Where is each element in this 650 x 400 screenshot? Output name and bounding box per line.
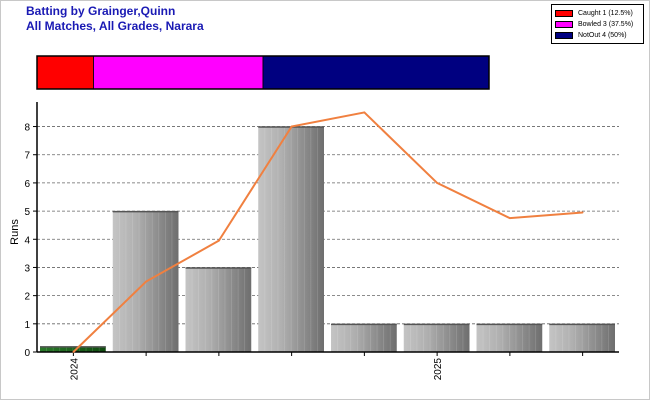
line-point-3 (290, 125, 293, 128)
y-tick-label-0: 0 (24, 348, 30, 359)
bar-7 (549, 323, 615, 352)
line-point-4 (363, 111, 366, 114)
y-tick-label-7: 7 (24, 151, 30, 162)
chart-title: Batting by Grainger,Quinn All Matches, A… (26, 4, 204, 34)
y-tick-label-2: 2 (24, 292, 30, 303)
line-point-0 (72, 351, 75, 353)
line-point-5 (436, 182, 439, 184)
bar-3 (258, 126, 324, 352)
line-point-7 (581, 211, 584, 214)
legend-label-caught: Caught 1 (12.5%) (578, 9, 633, 17)
line-series (72, 111, 584, 353)
legend-swatch-caught (555, 9, 573, 17)
legend-item-bowled: Bowled 3 (37.5%) (555, 19, 640, 29)
x-tick-label-2024: 2024 (69, 358, 80, 381)
title-line-2: All Matches, All Grades, Narara (26, 19, 204, 33)
proportion-segment-bowled (93, 55, 264, 90)
y-axis-label: Runs (9, 219, 21, 245)
legend: Caught 1 (12.5%) Bowled 3 (37.5%) NotOut… (551, 4, 644, 44)
bar-0 (40, 346, 106, 352)
y-tick-label-4: 4 (24, 235, 30, 246)
line-point-2 (217, 239, 220, 242)
y-tick-label-1: 1 (24, 320, 30, 331)
legend-item-notout: NotOut 4 (50%) (555, 30, 640, 40)
y-tick-label-8: 8 (24, 123, 30, 134)
y-tick-label-5: 5 (24, 207, 30, 218)
bar-series (40, 126, 615, 352)
title-line-1: Batting by Grainger,Quinn (26, 4, 176, 18)
bar-5 (403, 323, 470, 352)
y-tick-label-6: 6 (24, 179, 30, 190)
proportion-segment-caught (36, 55, 94, 90)
x-tick-label-2025: 2025 (433, 358, 444, 381)
legend-label-notout: NotOut 4 (50%) (578, 31, 627, 39)
legend-swatch-notout (555, 31, 573, 39)
proportion-bar-border (36, 55, 490, 90)
line-point-6 (508, 217, 511, 220)
proportion-segment-notout (262, 55, 490, 90)
y-tick-label-3: 3 (24, 263, 30, 274)
axes: 0 1 2 3 4 5 6 7 8 2024 2025 (24, 102, 619, 380)
legend-label-bowled: Bowled 3 (37.5%) (578, 20, 634, 28)
legend-swatch-bowled (555, 20, 573, 28)
legend-item-caught: Caught 1 (12.5%) (555, 8, 640, 18)
average-line (72, 111, 583, 353)
line-point-1 (145, 280, 148, 283)
bar-4 (331, 323, 397, 352)
bar-2 (185, 267, 252, 352)
bar-6 (476, 323, 543, 352)
dismissal-proportion-bar (36, 55, 490, 90)
